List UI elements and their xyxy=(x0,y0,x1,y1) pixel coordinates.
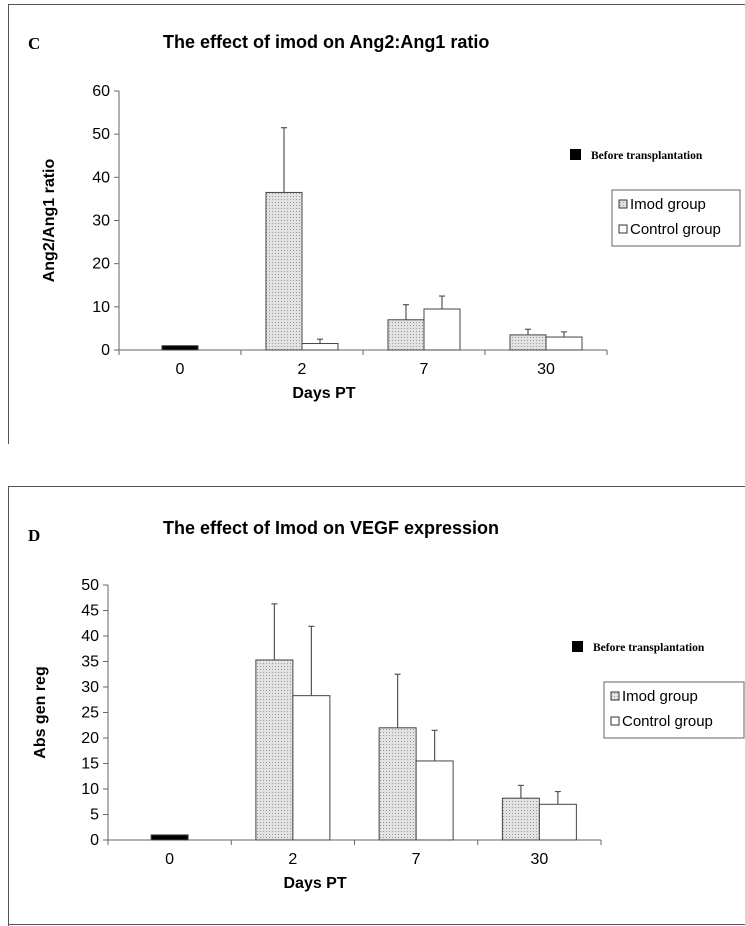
y-tick-label: 35 xyxy=(81,654,99,671)
y-tick-label: 40 xyxy=(81,628,99,645)
bar xyxy=(378,727,417,841)
legend-box xyxy=(603,681,745,739)
y-tick-label: 5 xyxy=(90,807,99,824)
bar xyxy=(545,336,583,351)
y-tick-label: 15 xyxy=(81,756,99,773)
legend-label: Imod group xyxy=(622,688,698,705)
x-tick-label: 2 xyxy=(298,361,307,378)
x-axis-label: Days PT xyxy=(292,385,355,402)
x-tick-label: 7 xyxy=(420,361,429,378)
x-tick-label: 30 xyxy=(530,851,548,868)
y-tick-label: 60 xyxy=(92,83,110,100)
bar xyxy=(161,345,199,351)
y-tick-label: 30 xyxy=(81,679,99,696)
y-tick-label: 10 xyxy=(81,781,99,798)
x-tick-label: 7 xyxy=(412,851,421,868)
x-tick-label: 0 xyxy=(165,851,174,868)
y-tick-label: 25 xyxy=(81,705,99,722)
legend-label-before: Before transplantation xyxy=(591,150,703,162)
bar xyxy=(150,834,189,841)
bar xyxy=(255,659,294,841)
y-tick-label: 30 xyxy=(92,213,110,230)
legend-swatch xyxy=(610,691,620,701)
x-tick-label: 2 xyxy=(288,851,297,868)
panel-label: C xyxy=(28,34,41,53)
legend-box xyxy=(611,189,741,247)
legend-swatch xyxy=(618,199,628,209)
x-axis-label: Days PT xyxy=(283,875,346,892)
legend-swatch xyxy=(610,716,620,726)
legend-swatch-before xyxy=(570,149,581,160)
legend-swatch-before xyxy=(572,641,583,652)
x-tick-label: 0 xyxy=(176,361,185,378)
panel-left-border xyxy=(8,4,9,444)
bar xyxy=(501,797,540,841)
bar xyxy=(415,760,454,841)
legend-label: Control group xyxy=(622,713,713,730)
y-tick-label: 20 xyxy=(81,730,99,747)
legend-label: Control group xyxy=(630,221,721,238)
legend-label: Imod group xyxy=(630,196,706,213)
y-tick-label: 0 xyxy=(101,342,110,359)
chart-panel-d: D The effect of Imod on VEGF expression … xyxy=(8,486,745,926)
panel-top-border xyxy=(8,486,745,487)
chart-svg: 0 5 10 15 20 25 30 35 40 45 50 0 2 7 30 Days PT Abs gen … xyxy=(32,577,745,892)
panel-top-border xyxy=(8,4,745,5)
panel-label: D xyxy=(28,526,41,545)
legend-swatch xyxy=(618,224,628,234)
y-tick-label: 45 xyxy=(81,603,99,620)
chart-panel-c: C The effect of imod on Ang2:Ang1 ratio … xyxy=(8,4,745,444)
chart-svg: 0 10 20 30 40 50 60 0 2 7 30 Days PT Ang2/Ang1 ratio… xyxy=(41,83,741,402)
y-tick-label: 50 xyxy=(81,577,99,594)
bar xyxy=(538,803,577,841)
y-tick-label: 10 xyxy=(92,299,110,316)
legend-label-before: Before transplantation xyxy=(593,642,705,654)
y-axis-label: Abs gen reg xyxy=(32,666,49,758)
panel-bottom-border xyxy=(8,924,745,925)
x-tick-label: 30 xyxy=(537,361,555,378)
y-tick-label: 0 xyxy=(90,832,99,849)
bar xyxy=(292,695,331,841)
y-axis-label: Ang2/Ang1 ratio xyxy=(41,158,58,282)
chart-title: The effect of imod on Ang2:Ang1 ratio xyxy=(163,32,490,52)
y-tick-label: 50 xyxy=(92,126,110,143)
bar xyxy=(265,191,303,351)
y-tick-label: 40 xyxy=(92,169,110,186)
chart-title: The effect of Imod on VEGF expression xyxy=(163,518,500,538)
bar xyxy=(387,319,425,351)
panel-left-border xyxy=(8,486,9,926)
bar xyxy=(423,308,461,351)
bar xyxy=(301,343,339,351)
bar xyxy=(509,334,547,351)
y-tick-label: 20 xyxy=(92,256,110,273)
